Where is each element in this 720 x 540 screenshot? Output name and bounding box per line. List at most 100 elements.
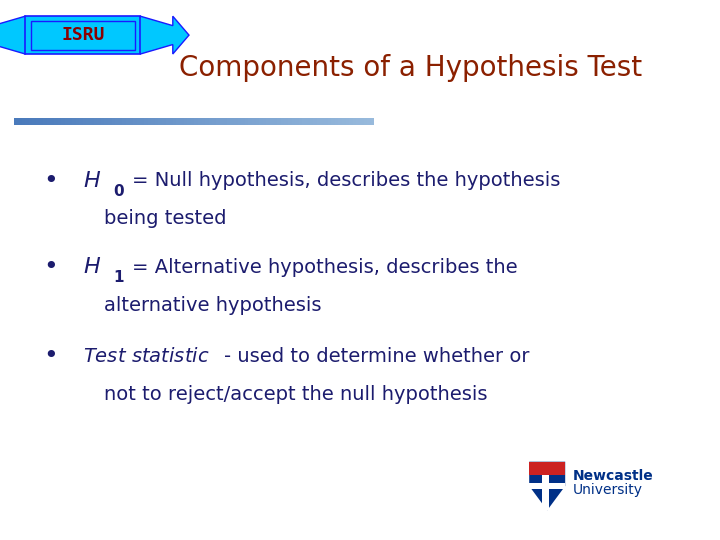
Text: •: • [43,255,58,279]
FancyBboxPatch shape [266,118,270,125]
FancyBboxPatch shape [176,118,180,125]
FancyBboxPatch shape [108,118,112,125]
Text: not to reject/accept the null hypothesis: not to reject/accept the null hypothesis [104,384,488,404]
Text: $\mathbf{0}$: $\mathbf{0}$ [113,183,125,199]
FancyBboxPatch shape [25,118,29,125]
Text: $\mathbf{\mathit{H}}$: $\mathbf{\mathit{H}}$ [83,257,101,278]
FancyBboxPatch shape [194,118,198,125]
FancyBboxPatch shape [65,118,68,125]
Text: •: • [43,169,58,193]
FancyBboxPatch shape [148,118,151,125]
FancyBboxPatch shape [32,118,36,125]
FancyBboxPatch shape [133,118,137,125]
FancyBboxPatch shape [349,118,353,125]
FancyBboxPatch shape [245,118,248,125]
Text: alternative hypothesis: alternative hypothesis [104,295,322,315]
FancyBboxPatch shape [47,118,50,125]
FancyBboxPatch shape [115,118,119,125]
Text: $\mathbf{\mathit{H}}$: $\mathbf{\mathit{H}}$ [83,171,101,191]
Polygon shape [133,16,189,54]
FancyBboxPatch shape [542,475,549,510]
FancyBboxPatch shape [191,118,194,125]
FancyBboxPatch shape [274,118,277,125]
FancyBboxPatch shape [205,118,209,125]
FancyBboxPatch shape [169,118,173,125]
Text: $\mathbf{\mathit{Test\ statistic}}$: $\mathbf{\mathit{Test\ statistic}}$ [83,347,210,366]
FancyBboxPatch shape [295,118,299,125]
FancyBboxPatch shape [223,118,227,125]
FancyBboxPatch shape [252,118,256,125]
FancyBboxPatch shape [58,118,61,125]
FancyBboxPatch shape [122,118,126,125]
Text: = Alternative hypothesis, describes the: = Alternative hypothesis, describes the [132,258,518,277]
FancyBboxPatch shape [22,118,25,125]
FancyBboxPatch shape [299,118,302,125]
FancyBboxPatch shape [18,118,22,125]
FancyBboxPatch shape [119,118,122,125]
FancyBboxPatch shape [61,118,65,125]
FancyBboxPatch shape [97,118,101,125]
FancyBboxPatch shape [173,118,176,125]
FancyBboxPatch shape [346,118,349,125]
Text: = Null hypothesis, describes the hypothesis: = Null hypothesis, describes the hypothe… [132,171,560,191]
Polygon shape [0,16,32,54]
FancyBboxPatch shape [101,118,104,125]
FancyBboxPatch shape [356,118,360,125]
FancyBboxPatch shape [331,118,335,125]
Text: ISRU: ISRU [61,26,104,44]
FancyBboxPatch shape [328,118,331,125]
FancyBboxPatch shape [72,118,76,125]
FancyBboxPatch shape [220,118,223,125]
FancyBboxPatch shape [155,118,158,125]
FancyBboxPatch shape [187,118,191,125]
FancyBboxPatch shape [367,118,371,125]
FancyBboxPatch shape [144,118,148,125]
FancyBboxPatch shape [50,118,54,125]
FancyBboxPatch shape [335,118,338,125]
FancyBboxPatch shape [162,118,166,125]
FancyBboxPatch shape [302,118,306,125]
FancyBboxPatch shape [317,118,320,125]
FancyBboxPatch shape [248,118,252,125]
FancyBboxPatch shape [140,118,144,125]
Text: $\mathbf{1}$: $\mathbf{1}$ [113,269,125,285]
FancyBboxPatch shape [216,118,220,125]
FancyBboxPatch shape [29,118,32,125]
FancyBboxPatch shape [25,16,140,54]
FancyBboxPatch shape [234,118,238,125]
Text: - used to determine whether or: - used to determine whether or [224,347,529,366]
FancyBboxPatch shape [306,118,310,125]
FancyBboxPatch shape [151,118,155,125]
FancyBboxPatch shape [364,118,367,125]
FancyBboxPatch shape [166,118,169,125]
FancyBboxPatch shape [212,118,216,125]
FancyBboxPatch shape [137,118,140,125]
FancyBboxPatch shape [202,118,205,125]
FancyBboxPatch shape [83,118,86,125]
FancyBboxPatch shape [353,118,356,125]
FancyBboxPatch shape [313,118,317,125]
FancyBboxPatch shape [184,118,187,125]
FancyBboxPatch shape [158,118,162,125]
FancyBboxPatch shape [79,118,83,125]
FancyBboxPatch shape [360,118,364,125]
FancyBboxPatch shape [36,118,40,125]
FancyBboxPatch shape [54,118,58,125]
FancyBboxPatch shape [126,118,130,125]
FancyBboxPatch shape [68,118,72,125]
FancyBboxPatch shape [310,118,313,125]
FancyBboxPatch shape [104,118,108,125]
Polygon shape [529,462,565,475]
FancyBboxPatch shape [94,118,97,125]
FancyBboxPatch shape [529,483,565,489]
FancyBboxPatch shape [288,118,292,125]
FancyBboxPatch shape [14,118,18,125]
FancyBboxPatch shape [371,118,374,125]
FancyBboxPatch shape [112,118,115,125]
Text: •: • [43,345,58,368]
FancyBboxPatch shape [277,118,281,125]
FancyBboxPatch shape [270,118,274,125]
FancyBboxPatch shape [230,118,234,125]
FancyBboxPatch shape [263,118,266,125]
FancyBboxPatch shape [259,118,263,125]
